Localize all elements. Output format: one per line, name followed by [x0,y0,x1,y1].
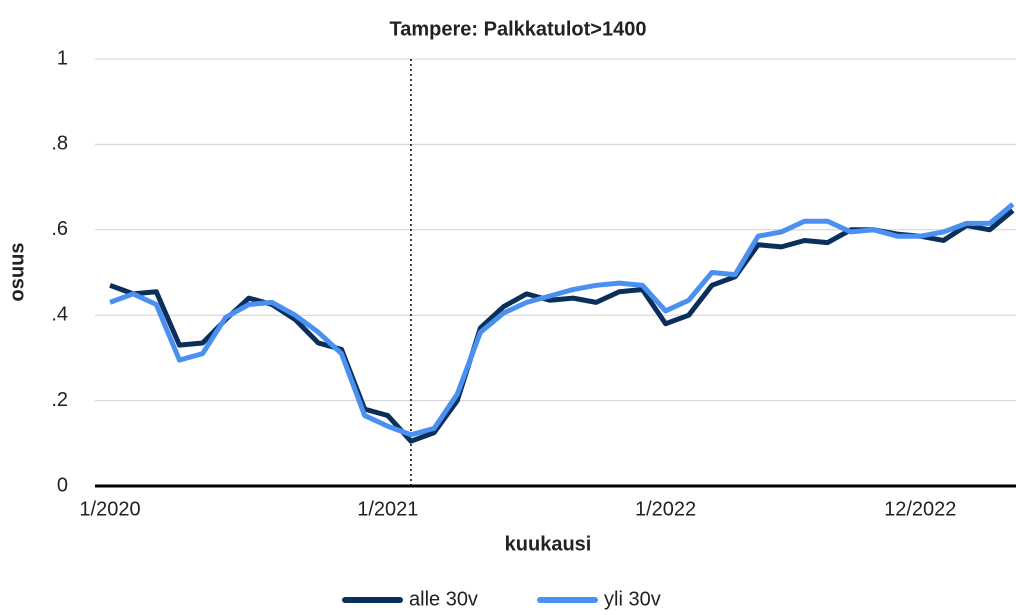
y-axis-label: osuus [6,243,28,302]
line-series [109,202,1015,438]
x-tick-label: 1/2022 [635,498,696,520]
y-tick-label: .4 [51,303,68,325]
y-tick-label: .2 [51,389,68,411]
y-tick-label: 1 [57,47,68,69]
y-tick-label: .6 [51,218,68,240]
x-tick-label: 1/2021 [357,498,418,520]
legend-label: yli 30v [604,588,661,610]
y-tick-label: .8 [51,133,68,155]
line-series [109,208,1015,444]
y-tick-label: 0 [57,474,68,496]
x-tick-label: 1/2020 [79,498,140,520]
x-tick-label: 12/2022 [884,498,956,520]
legend-label: alle 30v [409,588,478,610]
x-axis-label: kuukausi [505,533,592,555]
chart-title: Tampere: Palkkatulot>1400 [390,18,647,40]
